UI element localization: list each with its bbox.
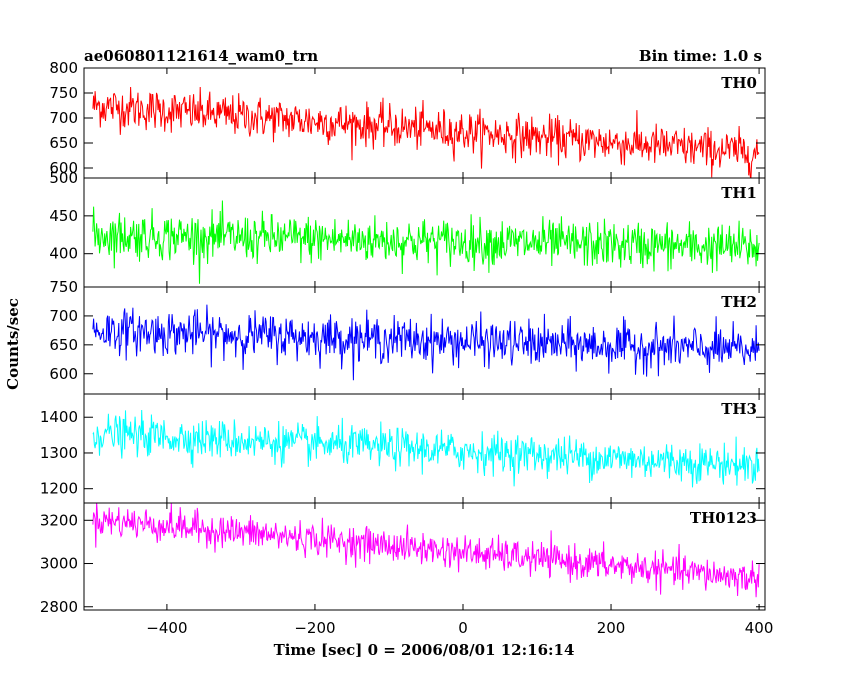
- series-line-th0: [92, 86, 760, 178]
- x-tick-label: 400: [745, 619, 774, 637]
- panel-frame: [83, 67, 766, 179]
- x-tick-label: −200: [294, 619, 335, 637]
- y-tick-label: 500: [49, 169, 78, 187]
- y-tick-label: 1300: [40, 444, 78, 462]
- panel-th3: 1200 1300 1400 TH3: [40, 393, 766, 504]
- y-tick-label: 800: [49, 59, 78, 77]
- panel-th1: 400 450 500 TH1: [49, 169, 766, 288]
- panel-label-th0: TH0: [721, 74, 757, 92]
- series-line-th0123: [92, 503, 760, 598]
- y-tick-label: 650: [49, 134, 78, 152]
- y-tick-label: 600: [49, 365, 78, 383]
- y-tick-label: 650: [49, 336, 78, 354]
- chart-title-right: Bin time: 1.0 s: [639, 47, 762, 65]
- panels-group: 600 650 700 750 800 TH0 400 450 500 TH1 600 650 700 7…: [40, 59, 766, 616]
- y-tick-label: 750: [49, 278, 78, 296]
- y-tick-label: 2800: [40, 598, 78, 616]
- panel-th2: 600 650 700 750 TH2: [49, 278, 766, 395]
- series-line-th3: [92, 409, 760, 488]
- panel-frame: [83, 502, 766, 611]
- y-tick-label: 1400: [40, 408, 78, 426]
- x-tick-label: 0: [458, 619, 468, 637]
- y-tick-label: 750: [49, 84, 78, 102]
- y-tick-label: 700: [49, 307, 78, 325]
- chart-title-left: ae060801121614_wam0_trn: [84, 47, 318, 65]
- panel-label-th1: TH1: [721, 184, 757, 202]
- x-axis-label: Time [sec] 0 = 2006/08/01 12:16:14: [274, 641, 575, 659]
- x-tick-label: −400: [146, 619, 187, 637]
- y-tick-label: 3200: [40, 511, 78, 529]
- y-tick-label: 400: [49, 245, 78, 263]
- x-axis: −400 −200 0 200 400: [146, 619, 773, 637]
- panel-label-th0123: TH0123: [690, 509, 757, 527]
- series-line-th1: [92, 200, 760, 284]
- y-tick-label: 1200: [40, 480, 78, 498]
- panel-label-th2: TH2: [721, 293, 757, 311]
- panel-th0: 600 650 700 750 800 TH0: [49, 59, 766, 179]
- panel-th0123: 2800 3000 3200 TH0123: [40, 502, 766, 616]
- y-tick-label: 450: [49, 207, 78, 225]
- y-tick-label: 700: [49, 109, 78, 127]
- y-axis-label: Counts/sec: [4, 298, 22, 390]
- x-tick-label: 200: [597, 619, 626, 637]
- y-tick-label: 3000: [40, 555, 78, 573]
- panel-label-th3: TH3: [721, 400, 757, 418]
- y-tick-label: 600: [49, 159, 78, 177]
- series-line-th2: [92, 304, 760, 381]
